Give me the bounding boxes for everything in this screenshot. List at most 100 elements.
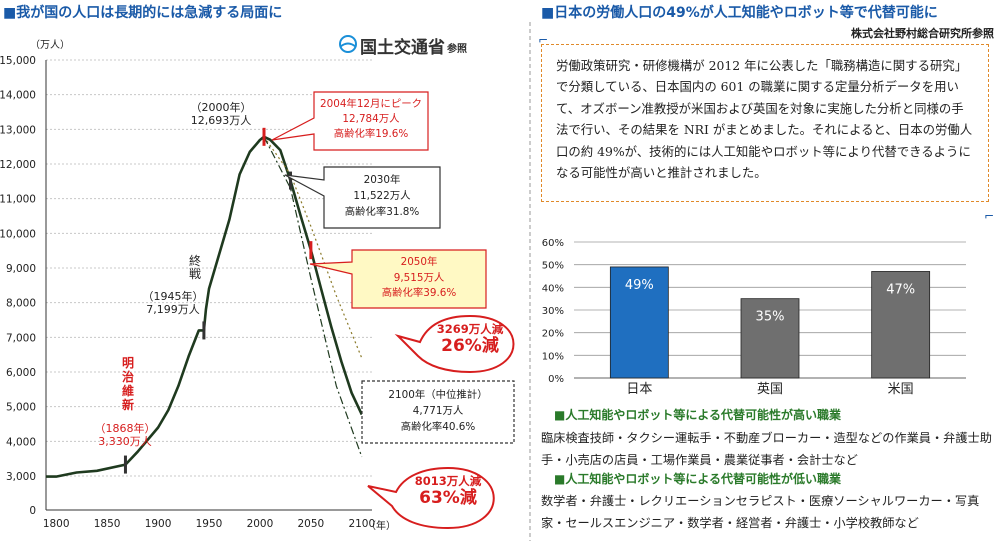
bar-y-tick-label: 30%: [542, 306, 564, 317]
population-x-tick-label: 2050: [298, 518, 325, 530]
population-main-line: [46, 135, 363, 478]
population-event-marker: [262, 127, 266, 146]
bar-category-label: 米国: [887, 382, 914, 397]
dec2-line-2: 63%減: [419, 488, 477, 508]
y2030-line-3: 高齢化率31.8%: [344, 206, 420, 218]
y2050-line-3: 高齢化率39.6%: [381, 287, 457, 299]
corner-ornament-icon: ⌐: [984, 209, 994, 223]
y2000-value: 12,693万人: [190, 114, 252, 127]
bar-y-tick-label: 50%: [542, 261, 564, 272]
mlit-logo-text: 国土交通省: [360, 38, 445, 58]
population-y-tick-labels: 0 3,000 4,000 5,000 6,000 7,000 8,000 9,000 10,0…: [0, 55, 36, 517]
peak-line-1: 2004年12月にピーク: [319, 98, 422, 110]
decrease-bubble-2050: [394, 314, 515, 374]
population-x-tick-label: 1800: [43, 518, 70, 530]
population-x-tick-label: 2100: [348, 518, 375, 530]
population-x-tick-label: 1900: [145, 518, 172, 530]
peak-line-3: 高齢化率19.6%: [333, 128, 409, 140]
labor-replacement-bar-chart: 0% 10% 20% 30% 40% 50% 60% 49% 35% 47%: [542, 238, 966, 385]
population-y-tick-label: 3,000: [6, 471, 36, 483]
y2100-line-3: 高齢化率40.6%: [400, 421, 476, 433]
y1868-year: （1868年）: [94, 422, 156, 435]
population-series: [46, 127, 363, 478]
population-y-tick-label: 9,000: [6, 263, 36, 275]
callout-2030-text: 2030年 11,522万人 高齢化率31.8%: [324, 172, 440, 220]
mlit-logo-icon: [339, 35, 357, 53]
bar-1: [609, 266, 669, 379]
decrease-2100-text: 8013万人減 63%減: [396, 474, 500, 508]
y2000-year: （2000年）: [190, 101, 252, 114]
right-chart-title: ■日本の労働人口の49%が人工知能やロボット等で代替可能に: [541, 5, 938, 21]
bar-category-label: 英国: [756, 382, 783, 397]
bar-y-tick-label: 60%: [542, 238, 564, 249]
population-x-tick-label: 2000: [247, 518, 274, 530]
y2030-line-2: 11,522万人: [353, 190, 411, 202]
population-x-tick-labels: 1800 1850 1900 1950 2000 2050 2100: [43, 518, 375, 530]
dec2-line-1: 8013万人減: [414, 474, 482, 488]
population-y-tick-label: 12,000: [0, 159, 36, 171]
callout-2100-text: 2100年（中位推計） 4,771万人 高齢化率40.6%: [362, 387, 514, 435]
meiji-label: 明治維新: [122, 356, 135, 412]
peak-callout-box: [271, 91, 429, 151]
population-y-tick-label: 10,000: [0, 228, 36, 240]
right-source: 株式会社野村総合研究所参照: [851, 27, 994, 40]
callout-2100-box: [361, 380, 515, 444]
population-event-marker: [289, 171, 292, 190]
high-replaceability-jobs: 臨床検査技師・タクシー運転手・不動産ブローカー・造型などの作業員・弁護士助手・小…: [541, 431, 992, 467]
population-event-marker: [309, 241, 313, 260]
population-projection-line: [263, 136, 363, 359]
y1945-year: （1945年）: [142, 290, 204, 303]
peak-line-2: 12,784万人: [342, 113, 400, 125]
high-replaceability-heading: ■人工知能やロボット等による代替可能性が高い職業: [554, 408, 841, 422]
bar-y-tick-label: 0%: [548, 374, 564, 385]
population-y-tick-label: 0: [29, 505, 36, 517]
dec1-line-2: 26%減: [441, 336, 499, 356]
bar-y-tick-label: 20%: [542, 329, 564, 340]
y2030-line-1: 2030年: [363, 174, 401, 186]
population-y-tick-label: 15,000: [0, 55, 36, 67]
population-y-tick-label: 14,000: [0, 90, 36, 102]
population-y-tick-label: 13,000: [0, 124, 36, 136]
x-axis-unit: （年）: [366, 521, 396, 532]
nri-description: 労働政策研究・研修機構が 2012 年に公表した「職務構造に関する研究」で分類し…: [541, 44, 989, 202]
population-y-tick-label: 6,000: [6, 367, 36, 379]
corner-ornament-icon: ⌐: [538, 33, 548, 47]
decrease-bubble-2100: [367, 466, 495, 530]
population-x-tick-label: 1950: [196, 518, 223, 530]
war-end-label: 終戦: [189, 254, 202, 281]
low-replaceability-heading: ■人工知能やロボット等による代替可能性が低い職業: [554, 472, 841, 486]
population-y-tick-label: 5,000: [6, 402, 36, 414]
bar-3: [871, 271, 931, 379]
bar-value-label: 47%: [886, 282, 915, 297]
y1868-value: 3,330万人: [98, 435, 152, 448]
y2050-line-1: 2050年: [400, 256, 438, 268]
peak-callout-text: 2004年12月にピーク 12,784万人 高齢化率19.6%: [314, 97, 428, 142]
y2100-line-1: 2100年（中位推計）: [388, 389, 488, 401]
y-axis-unit: （万人）: [30, 40, 70, 51]
bar-value-label: 49%: [625, 278, 654, 293]
left-chart-title: ■我が国の人口は長期的には急減する局面に: [3, 5, 283, 21]
population-event-marker: [202, 321, 206, 340]
dec1-line-1: 3269万人減: [436, 322, 504, 336]
low-replaceability-jobs: 数学者・弁護士・レクリエーションセラピスト・医療ソーシャルワーカー・写真家・セー…: [541, 494, 980, 530]
bar-value-label: 35%: [756, 310, 785, 325]
callout-2050-box: [309, 249, 487, 309]
population-y-tick-label: 8,000: [6, 298, 36, 310]
population-y-tick-label: 4,000: [6, 436, 36, 448]
population-chart: 0 3,000 4,000 5,000 6,000 7,000 8,000 9,000 10,0…: [0, 55, 375, 530]
population-event-marker: [123, 455, 127, 474]
bar-2: [740, 298, 800, 379]
y2100-line-2: 4,771万人: [412, 405, 464, 417]
source-suffix: 参照: [447, 44, 467, 55]
population-x-tick-label: 1850: [94, 518, 121, 530]
population-y-tick-label: 11,000: [0, 194, 36, 206]
bar-marks: 49% 35% 47%: [609, 266, 931, 379]
population-projection-line: [263, 136, 363, 458]
bar-y-tick-label: 40%: [542, 283, 564, 294]
bar-y-tick-labels: 0% 10% 20% 30% 40% 50% 60%: [542, 238, 564, 385]
population-y-tick-label: 7,000: [6, 332, 36, 344]
bar-y-tick-label: 10%: [542, 351, 564, 362]
decrease-2050-text: 3269万人減 26%減: [418, 322, 522, 356]
callout-2030-box: [284, 166, 441, 229]
